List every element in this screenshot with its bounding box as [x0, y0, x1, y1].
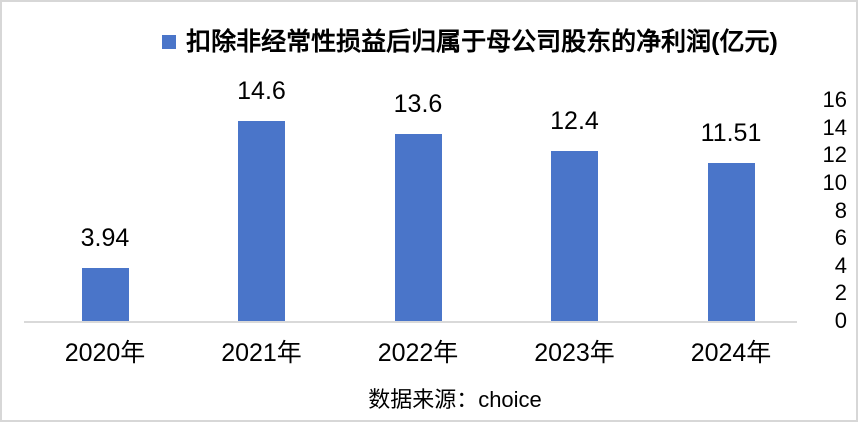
- source-caption: 数据来源：choice: [368, 387, 542, 412]
- y-tick-label: 16: [822, 87, 847, 113]
- value-label: 11.51: [700, 119, 762, 147]
- y-tick-label: 0: [834, 308, 847, 333]
- y-tick-label: 2: [834, 280, 847, 306]
- x-tick-label: 2024年: [690, 339, 772, 367]
- bar: [551, 151, 598, 322]
- value-label: 14.6: [237, 77, 286, 105]
- y-tick-label: 8: [834, 197, 847, 223]
- bar: [394, 134, 442, 322]
- x-tick-label: 2021年: [221, 339, 302, 367]
- bar: [81, 268, 129, 322]
- bar: [707, 163, 755, 322]
- bar: [238, 121, 285, 322]
- y-tick-label: 4: [834, 252, 847, 278]
- legend-marker-icon: [162, 35, 177, 50]
- value-label: 3.94: [80, 224, 130, 252]
- value-label: 13.6: [393, 90, 443, 118]
- y-tick-label: 12: [822, 142, 847, 168]
- y-tick-label: 10: [822, 170, 847, 195]
- legend: 扣除非经常性损益后归属于母公司股东的净利润(亿元): [2, 28, 856, 57]
- chart-title: 扣除非经常性损益后归属于母公司股东的净利润(亿元): [186, 28, 778, 56]
- y-axis: 0 2 4 6 8 10 12 14 16: [797, 2, 847, 420]
- x-tick-label: 2020年: [64, 339, 146, 367]
- x-tick-label: 2023年: [534, 339, 615, 367]
- x-axis-line: [24, 321, 797, 323]
- value-label: 12.4: [550, 107, 599, 135]
- y-tick-label: 6: [834, 225, 847, 251]
- x-tick-label: 2022年: [377, 339, 459, 367]
- y-tick-label: 14: [822, 114, 847, 140]
